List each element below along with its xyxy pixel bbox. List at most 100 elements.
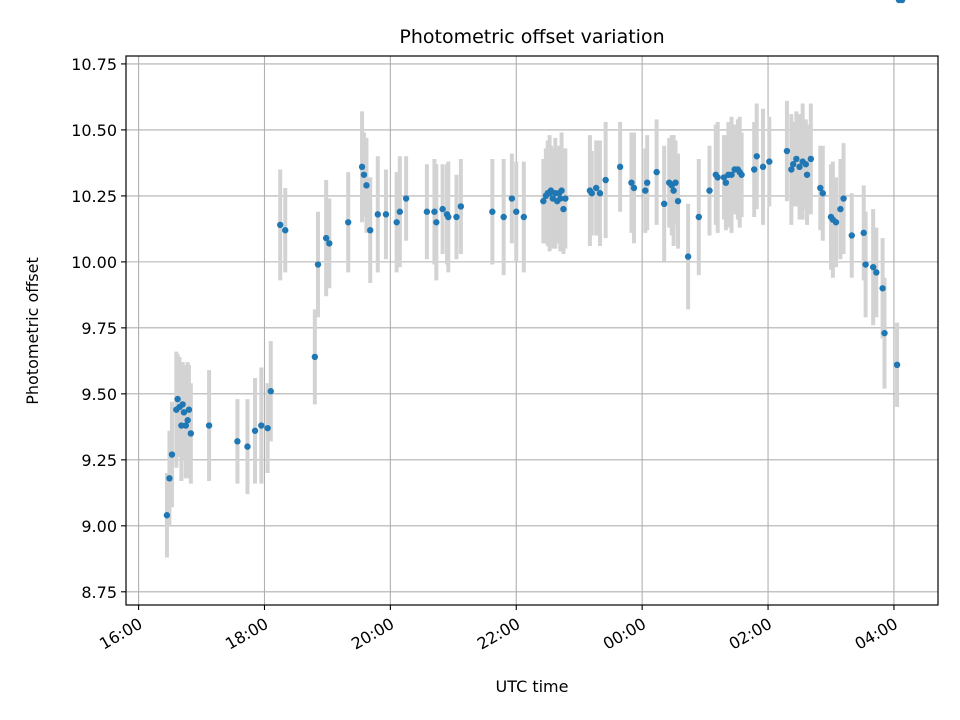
data-point: [540, 197, 547, 205]
data-point: [374, 211, 381, 218]
data-point: [520, 213, 528, 221]
data-point: [358, 163, 366, 171]
data-point: [277, 221, 284, 229]
data-point: [596, 190, 604, 197]
x-axis-title: UTC time: [496, 677, 569, 696]
data-point: [264, 424, 271, 432]
data-point: [184, 417, 191, 424]
data-point: [560, 205, 567, 213]
data-point: [508, 195, 516, 202]
y-tick-label: 9.75: [81, 319, 117, 338]
data-point: [180, 409, 188, 416]
data-point: [837, 205, 844, 213]
data-point: [258, 422, 265, 429]
data-point: [750, 166, 758, 173]
y-axis-title: Photometric offset: [23, 257, 42, 405]
y-tick-label: 10.75: [71, 55, 117, 74]
y-axis: 8.75 9.00 9.25 9.50 9.75 10.00 10.25 10.50 10.75: [71, 55, 126, 602]
data-point: [802, 161, 810, 168]
data-point: [558, 187, 565, 194]
data-point: [453, 213, 460, 221]
data-point: [234, 438, 241, 445]
data-point: [439, 205, 446, 213]
data-point: [832, 219, 840, 226]
data-point: [282, 227, 289, 234]
data-point: [314, 261, 322, 268]
data-point: [360, 171, 368, 178]
data-point: [803, 171, 811, 178]
data-point: [672, 179, 679, 186]
data-point: [166, 475, 173, 482]
data-point: [642, 187, 649, 194]
data-point: [684, 253, 692, 260]
data-point: [179, 401, 186, 408]
data-point: [244, 443, 251, 450]
data-point: [457, 203, 465, 210]
data-point: [753, 153, 760, 160]
data-point: [643, 179, 651, 186]
data-point: [881, 329, 888, 337]
data-point: [738, 171, 745, 178]
data-point: [860, 229, 867, 237]
y-tick-label: 10.25: [71, 187, 117, 206]
data-point: [588, 190, 595, 197]
data-point: [674, 197, 682, 205]
data-point: [322, 234, 330, 242]
data-point: [431, 208, 438, 215]
data-point: [660, 200, 668, 208]
data-point: [163, 512, 171, 519]
data-point: [862, 261, 869, 268]
data-point: [513, 208, 520, 215]
data-point: [423, 208, 431, 215]
data-point: [326, 240, 333, 247]
data-point: [783, 147, 791, 155]
data-point: [402, 195, 410, 202]
data-point: [807, 155, 815, 163]
data-point: [602, 176, 609, 184]
data-point: [695, 213, 703, 221]
data-point: [793, 155, 800, 163]
data-points: [163, 0, 906, 519]
data-point: [445, 213, 452, 221]
data-point: [168, 451, 176, 458]
data-point: [344, 219, 352, 226]
data-point: [311, 353, 319, 361]
data-point: [205, 422, 213, 429]
data-point: [766, 158, 773, 165]
data-point: [893, 361, 901, 369]
data-point: [848, 232, 855, 239]
data-point: [628, 179, 635, 186]
data-point: [433, 219, 440, 226]
data-point: [873, 269, 880, 276]
data-point: [187, 430, 195, 437]
data-point: [178, 422, 185, 429]
data-point: [840, 195, 847, 202]
data-point: [788, 166, 795, 173]
chart-title: Photometric offset variation: [399, 26, 664, 48]
data-point: [790, 161, 797, 168]
y-tick-label: 8.75: [81, 583, 117, 602]
data-point: [706, 187, 713, 194]
data-point: [869, 263, 877, 271]
data-point: [562, 195, 569, 202]
data-point: [396, 208, 404, 215]
data-point: [759, 163, 767, 171]
data-point: [728, 171, 735, 178]
y-tick-label: 10.00: [71, 253, 117, 272]
data-point: [593, 184, 600, 192]
data-point: [557, 195, 564, 202]
data-point: [182, 422, 189, 429]
y-tick-label: 10.50: [71, 121, 117, 140]
data-point: [714, 174, 721, 181]
data-point: [489, 208, 496, 215]
data-point: [722, 179, 730, 186]
data-point: [653, 168, 660, 176]
data-point: [817, 184, 824, 192]
data-point: [363, 182, 370, 189]
data-point: [630, 184, 638, 192]
y-tick-label: 9.25: [81, 451, 117, 470]
data-point: [819, 190, 827, 197]
data-point: [500, 213, 507, 221]
